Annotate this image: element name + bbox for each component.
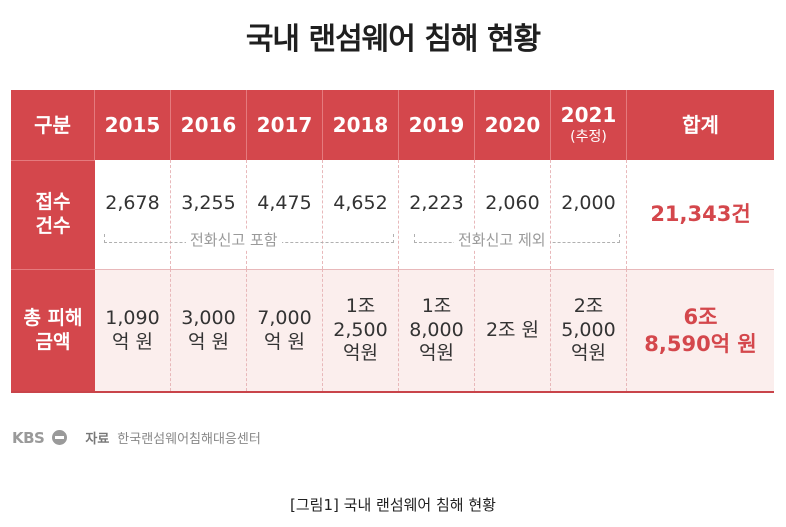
damage-total-line: 6조 bbox=[683, 305, 718, 330]
header-year-2021: 2021 (추정) bbox=[551, 90, 627, 160]
page-title: 국내 랜섬웨어 침해 현황 bbox=[245, 22, 541, 57]
received-value: 4,475 bbox=[257, 191, 312, 214]
received-value: 3,255 bbox=[181, 191, 236, 214]
header-year-note: (추정) bbox=[570, 129, 607, 146]
row-label-line: 건수 bbox=[35, 215, 71, 237]
figure-caption: [그림1] 국내 랜섬웨어 침해 현황 bbox=[290, 496, 496, 514]
row-label-line: 금액 bbox=[35, 330, 71, 353]
damage-cell: 3,000 억 원 bbox=[171, 269, 247, 391]
damage-cell: 2조 5,000 억원 bbox=[551, 269, 627, 391]
received-cell: 3,255 bbox=[171, 160, 247, 269]
damage-line: 7,000 bbox=[257, 306, 312, 329]
received-cell: 2,223 bbox=[399, 160, 475, 269]
damage-line: 억원 bbox=[571, 342, 606, 365]
source-label: 자료 bbox=[85, 432, 110, 447]
row-label-line: 접수 bbox=[35, 191, 71, 214]
received-value: 2,223 bbox=[409, 191, 464, 214]
damage-line: 2,500 bbox=[333, 318, 388, 341]
received-cell: 2,060 bbox=[475, 160, 551, 269]
row-label-received: 접수 건수 bbox=[11, 160, 95, 269]
damage-total-line: 8,590억 원 bbox=[644, 331, 757, 356]
header-total: 합계 bbox=[627, 90, 774, 160]
damage-line: 억 원 bbox=[112, 330, 153, 353]
source-org: 한국랜섬웨어침해대응센터 bbox=[117, 432, 261, 447]
header-year: 2018 bbox=[323, 90, 399, 160]
damage-line: 억원 bbox=[343, 342, 378, 365]
header-year: 2015 bbox=[95, 90, 171, 160]
note-phone-excluded: 전화신고 제외 bbox=[454, 229, 550, 250]
damage-line: 1조 bbox=[345, 294, 376, 317]
damage-total: 6조 8,590억 원 bbox=[627, 269, 774, 391]
damage-line: 1,090 bbox=[105, 306, 160, 329]
header-year-value: 2021 bbox=[560, 103, 617, 128]
received-cell: 2,678 bbox=[95, 160, 171, 269]
damage-line: 2조 bbox=[573, 294, 604, 317]
received-cell: 4,475 bbox=[247, 160, 323, 269]
damage-line: 억 원 bbox=[188, 330, 229, 353]
damage-line: 1조 bbox=[421, 294, 452, 317]
damage-line: 2조 원 bbox=[485, 318, 540, 341]
received-value: 2,060 bbox=[485, 191, 540, 214]
damage-cell: 2조 원 bbox=[475, 269, 551, 391]
received-cell: 4,652 bbox=[323, 160, 399, 269]
kbs-logo: KBS bbox=[12, 428, 45, 447]
damage-line: 5,000 bbox=[561, 318, 616, 341]
damage-line: 3,000 bbox=[181, 306, 236, 329]
header-year: 2016 bbox=[171, 90, 247, 160]
header-label: 구분 bbox=[11, 90, 95, 160]
damage-cell: 1조 8,000 억원 bbox=[399, 269, 475, 391]
row-label-line: 총 피해 bbox=[23, 306, 83, 329]
damage-line: 8,000 bbox=[409, 318, 464, 341]
note-phone-included: 전화신고 포함 bbox=[186, 229, 282, 250]
ransomware-table: 구분 2015 2016 2017 2018 2019 2020 2021 (추… bbox=[11, 90, 774, 393]
damage-line: 억 원 bbox=[264, 330, 305, 353]
damage-line: 억원 bbox=[419, 342, 454, 365]
header-year: 2017 bbox=[247, 90, 323, 160]
damage-cell: 7,000 억 원 bbox=[247, 269, 323, 391]
header-year: 2020 bbox=[475, 90, 551, 160]
row-label-damage: 총 피해 금액 bbox=[11, 269, 95, 391]
kbs-logo-icon bbox=[52, 430, 68, 445]
received-cell: 2,000 bbox=[551, 160, 627, 269]
header-year: 2019 bbox=[399, 90, 475, 160]
received-value: 2,000 bbox=[561, 191, 616, 214]
source-line: KBS 자료 한국랜섬웨어침해대응센터 bbox=[12, 428, 261, 448]
received-total: 21,343건 bbox=[627, 160, 774, 269]
damage-cell: 1조 2,500 억원 bbox=[323, 269, 399, 391]
damage-cell: 1,090 억 원 bbox=[95, 269, 171, 391]
received-value: 2,678 bbox=[105, 191, 160, 214]
received-value: 4,652 bbox=[333, 191, 388, 214]
